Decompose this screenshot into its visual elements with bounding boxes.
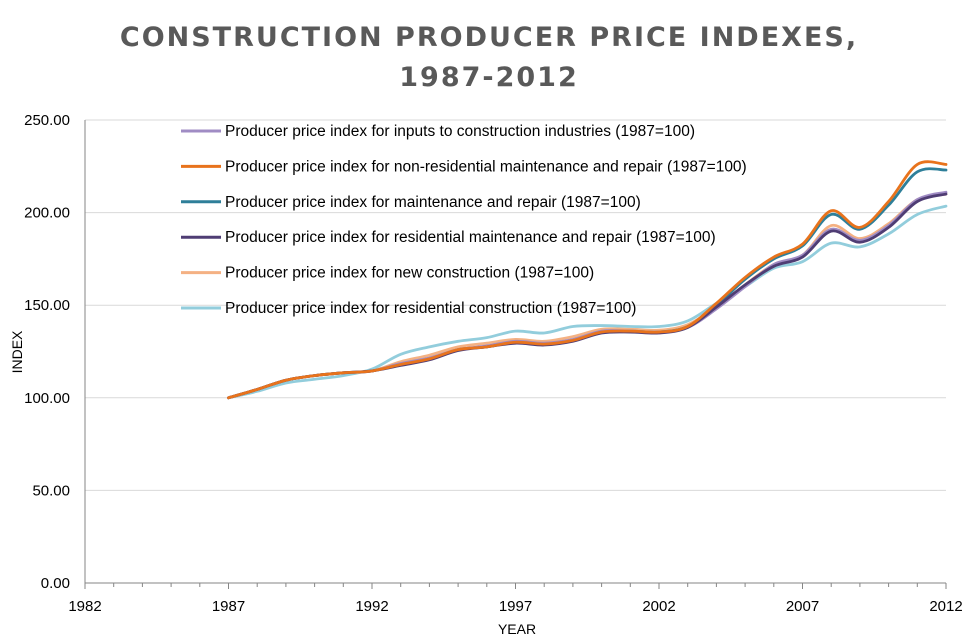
x-tick-labels: 1982 1987 1992 1997 2002 2007 2012	[68, 598, 962, 615]
y-tick-label: 50.00	[32, 482, 70, 499]
chart-title: CONSTRUCTION PRODUCER PRICE INDEXES, 198…	[0, 18, 978, 98]
series-line-4	[227, 192, 948, 400]
x-tick-label: 1997	[499, 598, 532, 615]
legend-label-4: Producer price index for residential mai…	[225, 229, 716, 246]
legend-label-6: Producer price index for residential con…	[225, 300, 636, 317]
y-tick-labels: 0.00 50.00 100.00 150.00 200.00 250.00	[24, 112, 70, 592]
x-tick-label: 1982	[68, 598, 101, 615]
y-tick-label: 0.00	[41, 575, 70, 592]
legend-label-3: Producer price index for maintenance and…	[225, 194, 641, 211]
legend-label-1: Producer price index for inputs to const…	[225, 123, 695, 140]
series-line-6	[227, 204, 948, 400]
legend-label-5: Producer price index for new constructio…	[225, 265, 594, 282]
y-tick-label: 100.00	[24, 390, 70, 407]
y-tick-label: 150.00	[24, 297, 70, 314]
series-lines	[227, 160, 948, 400]
chart-title-line1: CONSTRUCTION PRODUCER PRICE INDEXES,	[119, 22, 859, 53]
x-tick-label: 1987	[212, 598, 245, 615]
legend: Producer price index for inputs to const…	[181, 123, 747, 317]
y-tick-label: 200.00	[24, 205, 70, 222]
series-line-2	[227, 160, 948, 400]
gridlines	[85, 119, 946, 491]
x-tick-label: 2002	[642, 598, 675, 615]
axes	[84, 120, 947, 589]
series-line-1	[227, 190, 948, 400]
chart-title-line2: 1987-2012	[399, 62, 579, 93]
y-tick-label: 250.00	[24, 112, 70, 129]
x-tick-label: 2012	[929, 598, 962, 615]
x-axis-label: YEAR	[498, 621, 536, 637]
series-line-5	[227, 192, 948, 400]
x-tick-label: 1992	[355, 598, 388, 615]
x-tick-label: 2007	[786, 598, 819, 615]
y-axis-label: INDEX	[9, 330, 25, 373]
legend-label-2: Producer price index for non-residential…	[225, 158, 747, 175]
